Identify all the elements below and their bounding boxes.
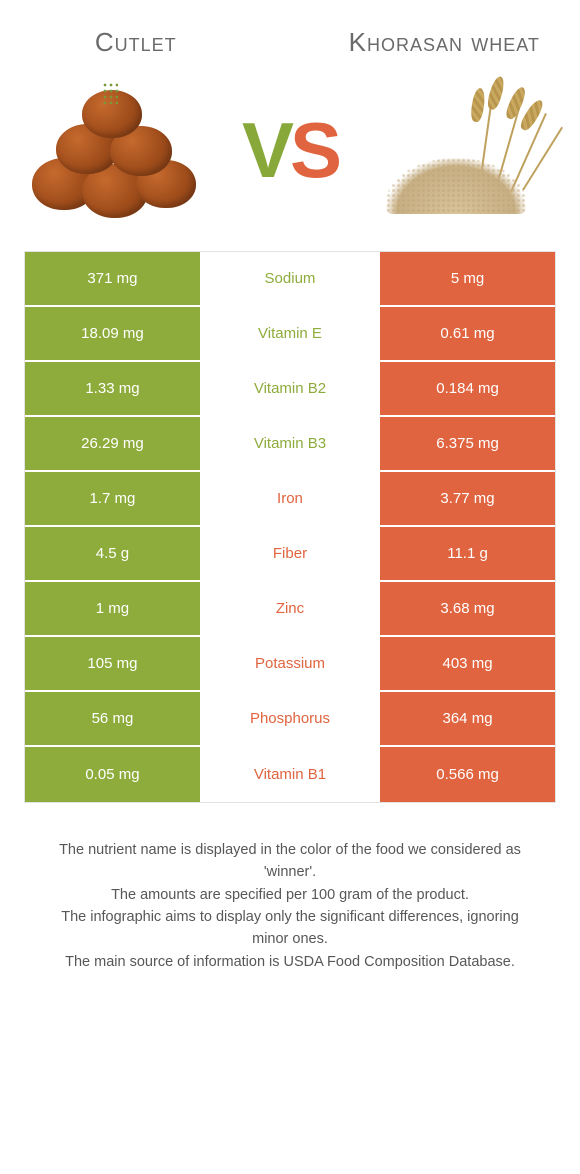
- right-food-image: [382, 80, 552, 220]
- vs-label: VS: [242, 111, 338, 189]
- right-value-cell: 11.1 g: [380, 527, 555, 580]
- left-value-cell: 26.29 mg: [25, 417, 200, 470]
- table-row: 1 mgZinc3.68 mg: [25, 582, 555, 637]
- table-row: 26.29 mgVitamin B36.375 mg: [25, 417, 555, 472]
- nutrient-table: 371 mgSodium5 mg18.09 mgVitamin E0.61 mg…: [24, 251, 556, 803]
- nutrient-name-cell: Zinc: [200, 582, 380, 635]
- left-value-cell: 0.05 mg: [25, 747, 200, 802]
- table-row: 1.33 mgVitamin B20.184 mg: [25, 362, 555, 417]
- right-value-cell: 403 mg: [380, 637, 555, 690]
- right-value-cell: 3.77 mg: [380, 472, 555, 525]
- left-value-cell: 18.09 mg: [25, 307, 200, 360]
- table-row: 105 mgPotassium403 mg: [25, 637, 555, 692]
- vs-s: S: [290, 106, 338, 194]
- nutrient-name-cell: Vitamin B2: [200, 362, 380, 415]
- table-row: 56 mgPhosphorus364 mg: [25, 692, 555, 747]
- table-row: 371 mgSodium5 mg: [25, 252, 555, 307]
- note-line: The main source of information is USDA F…: [42, 951, 538, 973]
- right-value-cell: 0.184 mg: [380, 362, 555, 415]
- titles-row: Cutlet Khorasan wheat: [24, 28, 556, 57]
- cutlet-illustration: [28, 80, 198, 220]
- table-row: 1.7 mgIron3.77 mg: [25, 472, 555, 527]
- left-value-cell: 1.7 mg: [25, 472, 200, 525]
- nutrient-name-cell: Potassium: [200, 637, 380, 690]
- nutrient-name-cell: Phosphorus: [200, 692, 380, 745]
- vs-v: V: [242, 106, 290, 194]
- nutrient-name-cell: Vitamin E: [200, 307, 380, 360]
- left-food-title: Cutlet: [24, 28, 247, 57]
- nutrient-name-cell: Iron: [200, 472, 380, 525]
- left-value-cell: 371 mg: [25, 252, 200, 305]
- left-value-cell: 4.5 g: [25, 527, 200, 580]
- note-line: The nutrient name is displayed in the co…: [42, 839, 538, 884]
- nutrient-name-cell: Fiber: [200, 527, 380, 580]
- right-value-cell: 3.68 mg: [380, 582, 555, 635]
- left-food-image: [28, 80, 198, 220]
- right-value-cell: 364 mg: [380, 692, 555, 745]
- right-value-cell: 6.375 mg: [380, 417, 555, 470]
- left-value-cell: 105 mg: [25, 637, 200, 690]
- right-value-cell: 0.566 mg: [380, 747, 555, 802]
- left-value-cell: 1 mg: [25, 582, 200, 635]
- table-row: 4.5 gFiber11.1 g: [25, 527, 555, 582]
- images-row: VS: [24, 75, 556, 225]
- nutrient-name-cell: Sodium: [200, 252, 380, 305]
- left-value-cell: 1.33 mg: [25, 362, 200, 415]
- footer-notes: The nutrient name is displayed in the co…: [24, 839, 556, 974]
- table-row: 18.09 mgVitamin E0.61 mg: [25, 307, 555, 362]
- table-row: 0.05 mgVitamin B10.566 mg: [25, 747, 555, 802]
- note-line: The amounts are specified per 100 gram o…: [42, 884, 538, 906]
- note-line: The infographic aims to display only the…: [42, 906, 538, 951]
- wheat-illustration: [382, 80, 552, 220]
- nutrient-name-cell: Vitamin B1: [200, 747, 380, 802]
- right-food-title: Khorasan wheat: [333, 28, 556, 57]
- right-value-cell: 5 mg: [380, 252, 555, 305]
- nutrient-name-cell: Vitamin B3: [200, 417, 380, 470]
- right-value-cell: 0.61 mg: [380, 307, 555, 360]
- left-value-cell: 56 mg: [25, 692, 200, 745]
